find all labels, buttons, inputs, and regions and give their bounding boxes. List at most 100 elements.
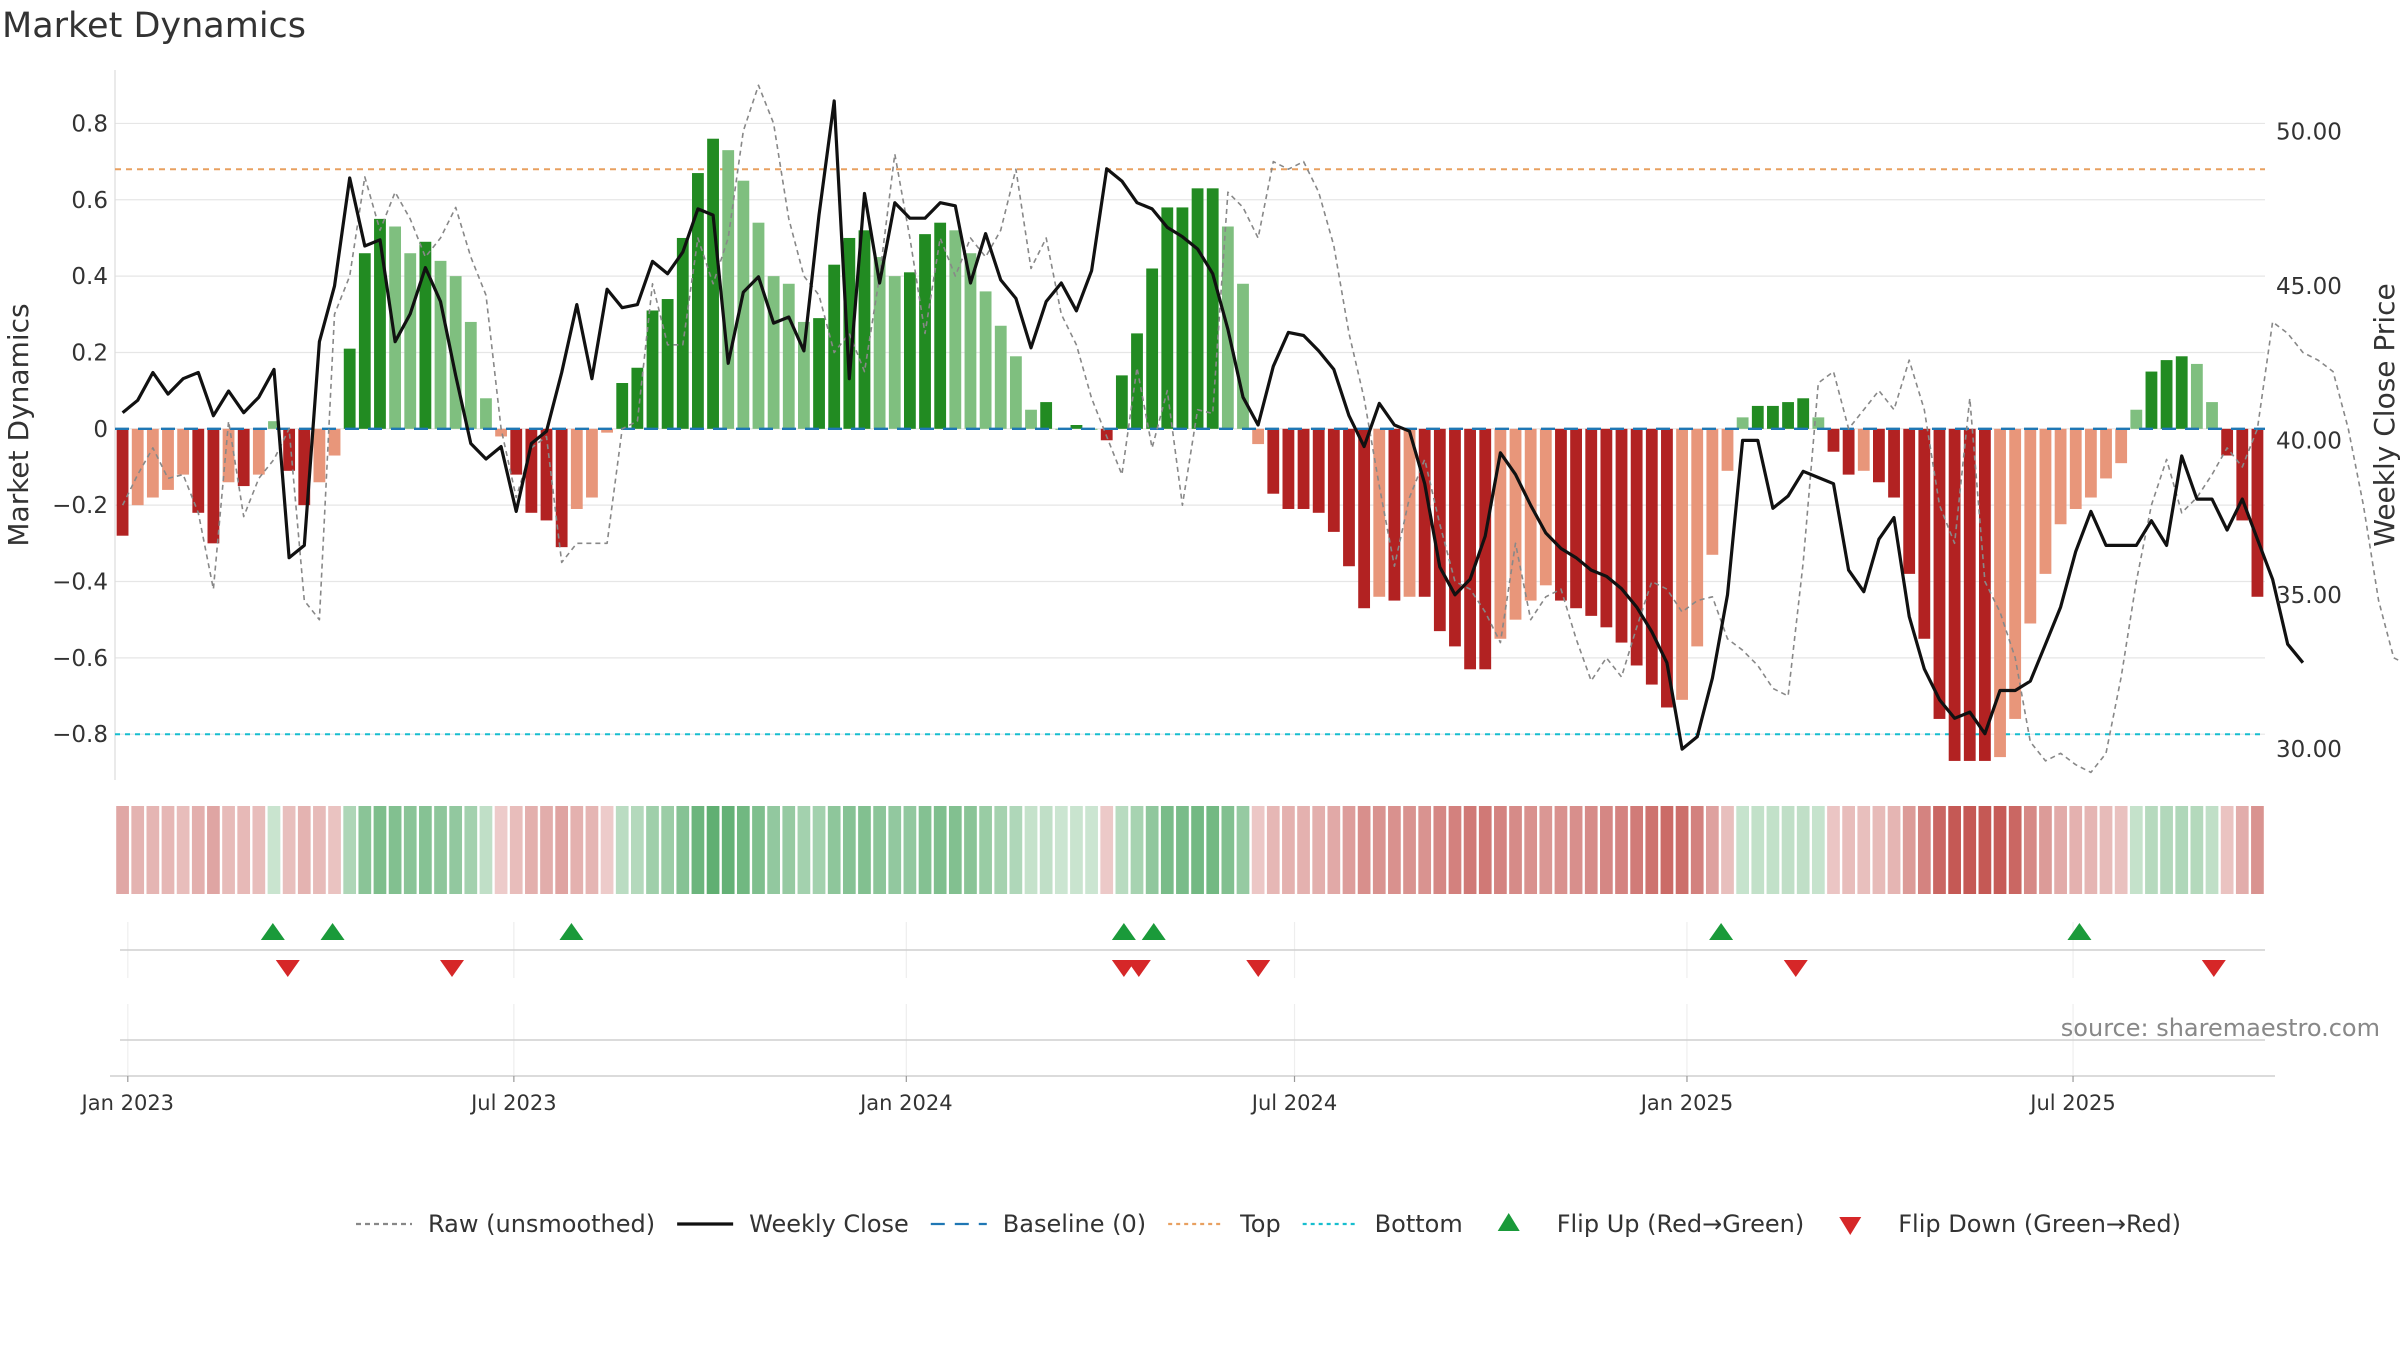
regime-strip-cell: [146, 806, 160, 894]
market-dynamics-bar: [540, 428, 553, 521]
regime-strip-cell: [1554, 806, 1568, 894]
market-dynamics-bar: [449, 276, 462, 429]
regime-strip-cell: [1902, 806, 1916, 894]
market-dynamics-bar: [1978, 428, 1991, 761]
flip-down-marker: [1246, 960, 1271, 977]
market-dynamics-bar: [1782, 402, 1794, 429]
market-dynamics-bar: [116, 428, 129, 536]
market-dynamics-bar: [1630, 428, 1643, 666]
market-dynamics-bar: [2130, 409, 2143, 429]
market-dynamics-bar: [994, 325, 1007, 429]
regime-strip-cell: [313, 806, 326, 894]
regime-strip-cell: [1403, 806, 1416, 894]
regime-strip-cell: [2160, 806, 2173, 894]
y2-tick-label: 30.00: [2276, 737, 2342, 763]
regime-strip-cell: [131, 806, 145, 894]
market-dynamics-bar: [268, 421, 280, 429]
regime-strip-cell: [1206, 806, 1220, 894]
regime-strip-cell: [1463, 806, 1477, 894]
regime-strip-cell: [1963, 806, 1977, 894]
regime-strip-cell: [343, 806, 357, 894]
market-dynamics-bar: [1267, 428, 1280, 494]
regime-strip-cell: [449, 806, 463, 894]
regime-strip-cell: [676, 806, 690, 894]
y-tick-label: 0.2: [71, 340, 108, 366]
y-tick-label: 0.8: [71, 111, 108, 137]
y-tick-label: −0.6: [52, 646, 108, 672]
market-dynamics-bar: [1373, 428, 1386, 597]
y-tick-label: 0.6: [71, 188, 108, 214]
legend-item: Raw (unsmoothed): [356, 1210, 655, 1238]
flip-up-marker: [2067, 923, 2092, 940]
market-dynamics-bar: [1449, 428, 1461, 647]
flip-up-marker: [1709, 923, 1734, 940]
regime-strip-cell: [328, 806, 341, 894]
market-dynamics-bar: [1479, 428, 1492, 670]
weekly-close-line: [121, 99, 2305, 751]
regime-strip-cell: [1660, 806, 1674, 894]
x-tick-label: Jan 2024: [858, 1091, 953, 1115]
axes: −0.8 −0.6 −0.4 −0.2 0 0.2 0.4 0.6 0.8 30.00 35.00 4…: [2, 111, 2400, 1115]
legend-item: Baseline (0): [930, 1210, 1146, 1238]
market-dynamics-bar: [2190, 363, 2203, 429]
regime-strip-cell: [1600, 806, 1613, 894]
regime-strip: [116, 806, 2264, 894]
market-dynamics-bar: [646, 310, 659, 429]
regime-strip-cell: [479, 806, 493, 894]
regime-strip-cell: [918, 806, 932, 894]
regime-strip-cell: [358, 806, 372, 894]
market-dynamics-bar: [813, 318, 825, 429]
regime-strip-cell: [191, 806, 205, 894]
regime-strip-cell: [661, 806, 674, 894]
market-dynamics-bar: [480, 398, 492, 429]
flip-down-marker: [275, 960, 300, 977]
market-dynamics-bar: [1025, 409, 1037, 429]
flip-up-marker: [260, 923, 285, 940]
market-dynamics-bar: [782, 283, 795, 429]
regime-strip-cell: [631, 806, 644, 894]
regime-strip-cell: [1024, 806, 1038, 894]
regime-strip-cell: [721, 806, 735, 894]
regime-strip-cell: [252, 806, 266, 894]
market-dynamics-bar: [1661, 428, 1673, 708]
regime-strip-cell: [706, 806, 720, 894]
market-dynamics-bar: [555, 428, 568, 548]
market-dynamics-bar: [1131, 333, 1143, 429]
x-tick-label: Jul 2024: [1250, 1091, 1337, 1115]
market-dynamics-bar: [1418, 428, 1431, 597]
market-dynamics-bar: [1555, 428, 1567, 601]
regime-strip-cell: [1266, 806, 1280, 894]
market-dynamics-bar: [298, 428, 311, 506]
regime-strip-cell: [1160, 806, 1174, 894]
market-dynamics-bar: [1009, 356, 1022, 429]
legend-item: Top: [1168, 1210, 1281, 1238]
regime-strip-cell: [979, 806, 992, 894]
legend-swatch: [1839, 1217, 1862, 1235]
flip-up-marker: [1141, 923, 1166, 940]
market-dynamics-bar: [1615, 428, 1628, 643]
market-dynamics-bar: [570, 428, 583, 509]
regime-strip-cell: [812, 806, 826, 894]
regime-strip-cell: [1251, 806, 1265, 894]
regime-strip-cell: [1085, 806, 1098, 894]
regime-strip-cell: [1721, 806, 1734, 894]
market-dynamics-bar: [1464, 428, 1477, 670]
y-tick-label: 0.4: [71, 264, 108, 290]
market-dynamics-bar: [510, 428, 523, 475]
market-dynamics-bar: [1388, 428, 1401, 601]
y-tick-label: −0.2: [52, 493, 108, 519]
market-dynamics-bar: [2206, 402, 2218, 429]
market-dynamics-bar: [1585, 428, 1598, 616]
y-axis-title: Market Dynamics: [2, 303, 35, 546]
legend: Raw (unsmoothed) Weekly Close Baseline (0)…: [356, 1210, 2181, 1238]
regime-strip-cell: [1478, 806, 1492, 894]
market-dynamics-bar: [1191, 188, 1204, 429]
market-dynamics-bar: [2009, 428, 2022, 719]
flip-markers-panel: [120, 922, 2265, 1076]
regime-strip-cell: [2175, 806, 2189, 894]
regime-strip-cell: [373, 806, 387, 894]
source-credit: source: sharemaestro.com: [2060, 1014, 2380, 1042]
legend-label: Flip Down (Green→Red): [1898, 1210, 2181, 1238]
regime-strip-cell: [933, 806, 947, 894]
regime-strip-cell: [691, 806, 705, 894]
